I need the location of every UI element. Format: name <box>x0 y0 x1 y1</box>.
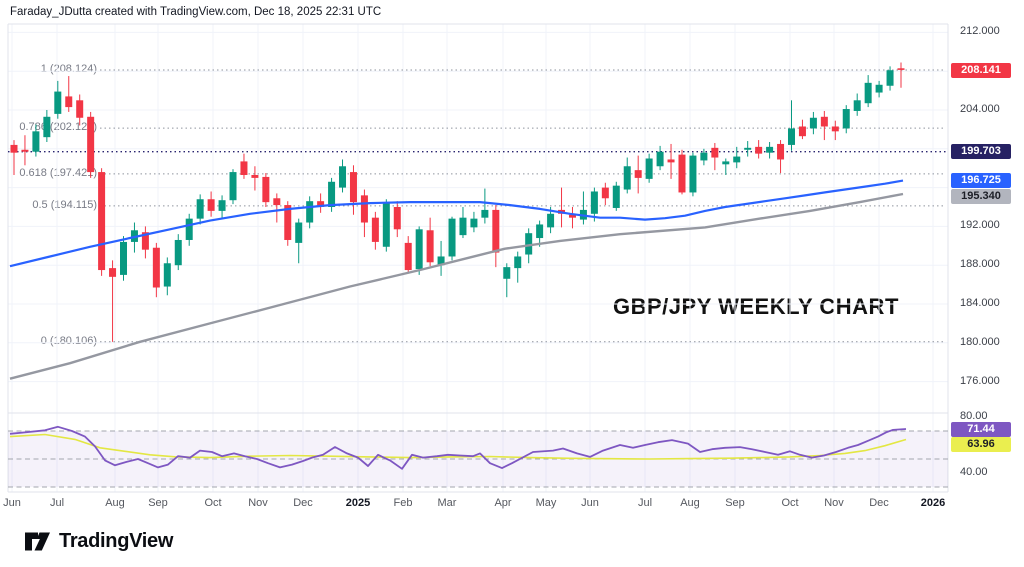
candle-body <box>722 161 730 165</box>
candle-body <box>251 174 259 178</box>
candle-body <box>645 158 653 179</box>
candle-body <box>612 185 620 208</box>
candle-body <box>853 100 861 111</box>
candle-body <box>120 241 128 275</box>
candle-body <box>536 224 544 239</box>
candle-body <box>875 84 883 93</box>
candle-body <box>163 263 171 287</box>
candle-body <box>481 209 489 218</box>
candle-body <box>174 239 182 266</box>
candle-body <box>196 199 204 219</box>
candle-body <box>229 172 237 201</box>
candle-body <box>809 117 817 129</box>
candle-body <box>328 181 336 207</box>
candle-body <box>76 100 84 118</box>
candle-body <box>360 195 368 223</box>
candle-body <box>678 154 686 193</box>
candle-body <box>744 147 752 150</box>
candle-body <box>601 187 609 199</box>
fib-level-label: 0.618 (197.421) <box>19 166 97 179</box>
candle-body <box>32 131 40 152</box>
fib-level-label: 0.5 (194.115) <box>32 198 97 211</box>
candle-body <box>437 256 445 266</box>
candle-body <box>339 166 347 188</box>
candle-body <box>317 201 325 207</box>
candle-body <box>87 116 95 173</box>
candle-body <box>547 213 555 228</box>
candle-body <box>831 126 839 132</box>
candle-body <box>459 217 467 236</box>
candle-body <box>787 128 795 145</box>
candle-body <box>98 172 106 271</box>
candle-body <box>470 218 478 228</box>
candle-body <box>514 256 522 269</box>
symbol-watermark: GBP/JPY WEEKLY CHART <box>613 294 899 319</box>
candle-body <box>568 214 576 218</box>
candle-body <box>152 247 160 288</box>
candle-body <box>295 222 303 243</box>
candle-body <box>525 233 533 255</box>
candle-body <box>21 149 29 152</box>
candle-body <box>711 147 719 158</box>
rsi-line <box>9 425 907 470</box>
candle-body <box>371 217 379 242</box>
ma-slow-line <box>9 192 904 380</box>
candle-body <box>864 82 872 104</box>
candle-body <box>382 202 390 247</box>
candle-body <box>54 91 62 114</box>
candle-body <box>207 199 215 211</box>
candle-body <box>798 126 806 137</box>
candle-body <box>218 200 226 211</box>
candle-body <box>623 166 631 190</box>
candle-body <box>766 146 774 153</box>
candle-body <box>492 209 500 253</box>
candle-body <box>393 207 401 230</box>
candle-body <box>306 201 314 223</box>
candle-body <box>240 161 248 175</box>
candle-body <box>284 205 292 240</box>
candle-body <box>656 151 664 167</box>
candle-body <box>777 143 785 160</box>
candle-body <box>109 268 117 277</box>
candle-body <box>733 156 741 163</box>
candle-body <box>273 198 281 206</box>
candle-body <box>349 172 357 203</box>
candle-body <box>590 191 598 214</box>
candle-body <box>667 159 675 163</box>
candle-body <box>415 229 423 270</box>
candle-body <box>755 146 763 154</box>
candle-body <box>634 170 642 178</box>
candle-body <box>404 242 412 271</box>
candle-body <box>820 116 828 127</box>
candle-body <box>43 116 51 138</box>
candle-body <box>65 96 73 108</box>
ma-fast-line <box>9 179 904 268</box>
candle-body <box>426 230 434 263</box>
candle-body <box>503 267 511 279</box>
candle-body <box>262 176 270 203</box>
candle-body <box>897 68 905 70</box>
fib-level-label: 1 (208.124) <box>40 62 97 75</box>
candle-body <box>700 152 708 161</box>
candle-body <box>448 218 456 257</box>
fib-level-label: 0 (180.106) <box>40 334 97 347</box>
candle-body <box>689 155 697 193</box>
candle-body <box>842 109 850 129</box>
candle-body <box>10 144 18 153</box>
candle-body <box>886 70 894 86</box>
fib-level-label: 0.786 (202.128) <box>19 121 97 134</box>
candle-body <box>185 218 193 240</box>
candle-body <box>141 232 149 250</box>
